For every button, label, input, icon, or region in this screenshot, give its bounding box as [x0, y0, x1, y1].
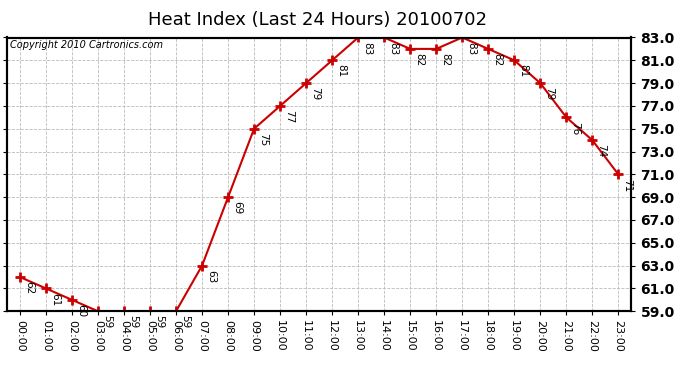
Text: 59: 59: [128, 315, 138, 328]
Text: 77: 77: [284, 110, 294, 123]
Text: 82: 82: [415, 53, 424, 66]
Text: 75: 75: [258, 133, 268, 146]
Text: 61: 61: [50, 292, 60, 306]
Text: 79: 79: [310, 87, 320, 100]
Text: Heat Index (Last 24 Hours) 20100702: Heat Index (Last 24 Hours) 20100702: [148, 11, 487, 29]
Text: 59: 59: [102, 315, 112, 328]
Text: 79: 79: [544, 87, 555, 100]
Text: 60: 60: [76, 304, 86, 317]
Text: 76: 76: [571, 122, 580, 135]
Text: 82: 82: [440, 53, 451, 66]
Text: 71: 71: [622, 178, 633, 192]
Text: 69: 69: [233, 201, 242, 214]
Text: 83: 83: [362, 42, 373, 55]
Text: 59: 59: [180, 315, 190, 328]
Text: 59: 59: [154, 315, 164, 328]
Text: 81: 81: [518, 64, 529, 78]
Text: Copyright 2010 Cartronics.com: Copyright 2010 Cartronics.com: [10, 40, 163, 50]
Text: 62: 62: [24, 281, 34, 294]
Text: 81: 81: [336, 64, 346, 78]
Text: 63: 63: [206, 270, 216, 283]
Text: 83: 83: [466, 42, 476, 55]
Text: 82: 82: [493, 53, 502, 66]
Text: 83: 83: [388, 42, 398, 55]
Text: 74: 74: [596, 144, 607, 158]
